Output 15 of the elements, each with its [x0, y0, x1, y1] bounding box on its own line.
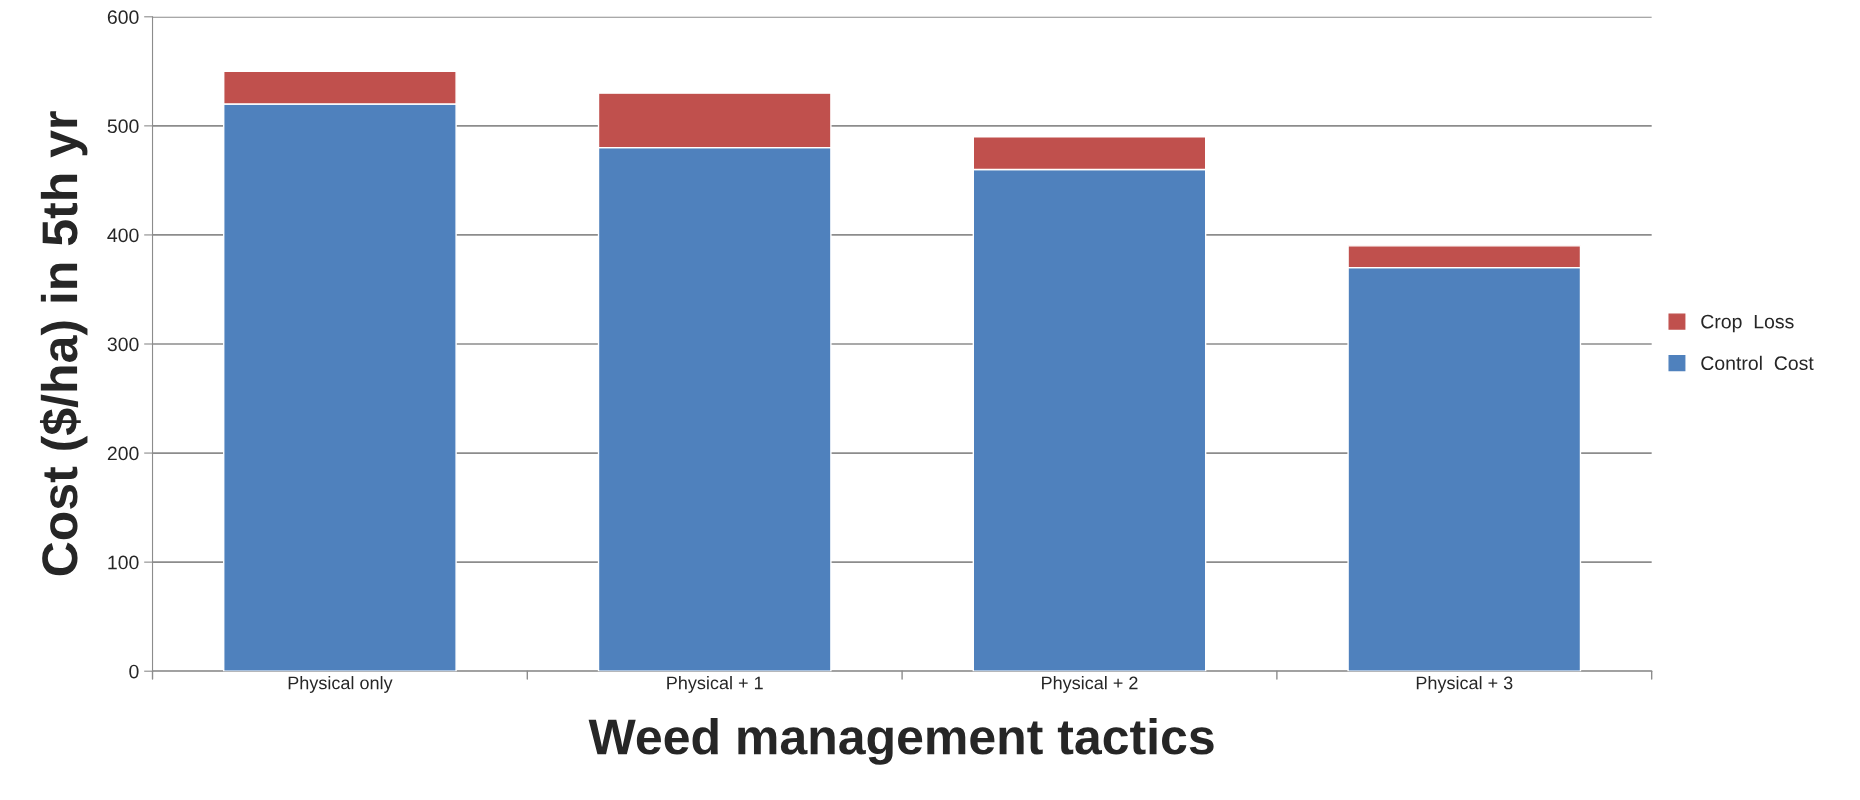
y-tick-label: 300 [107, 337, 139, 352]
y-tick-label: 400 [107, 228, 139, 243]
x-tick-label: Physical + 3 [1416, 676, 1513, 693]
y-axis-title: Cost ($/ha) in 5th yr [39, 111, 88, 576]
x-tick-label: Physical + 2 [1042, 676, 1138, 693]
y-tick-label: 0 [129, 664, 139, 679]
y-tick-label: 500 [107, 119, 139, 134]
legend-label: Crop Loss [1701, 314, 1794, 333]
y-tick-label: 200 [107, 446, 139, 461]
x-axis-title: Weed management tactics [588, 717, 1214, 765]
y-tick-label: 600 [107, 10, 139, 25]
x-tick-label: Physical only [288, 676, 393, 693]
legend-label: Control Cost [1701, 355, 1814, 371]
x-tick-label: Physical + 1 [667, 676, 763, 693]
y-tick-label: 100 [108, 555, 139, 570]
